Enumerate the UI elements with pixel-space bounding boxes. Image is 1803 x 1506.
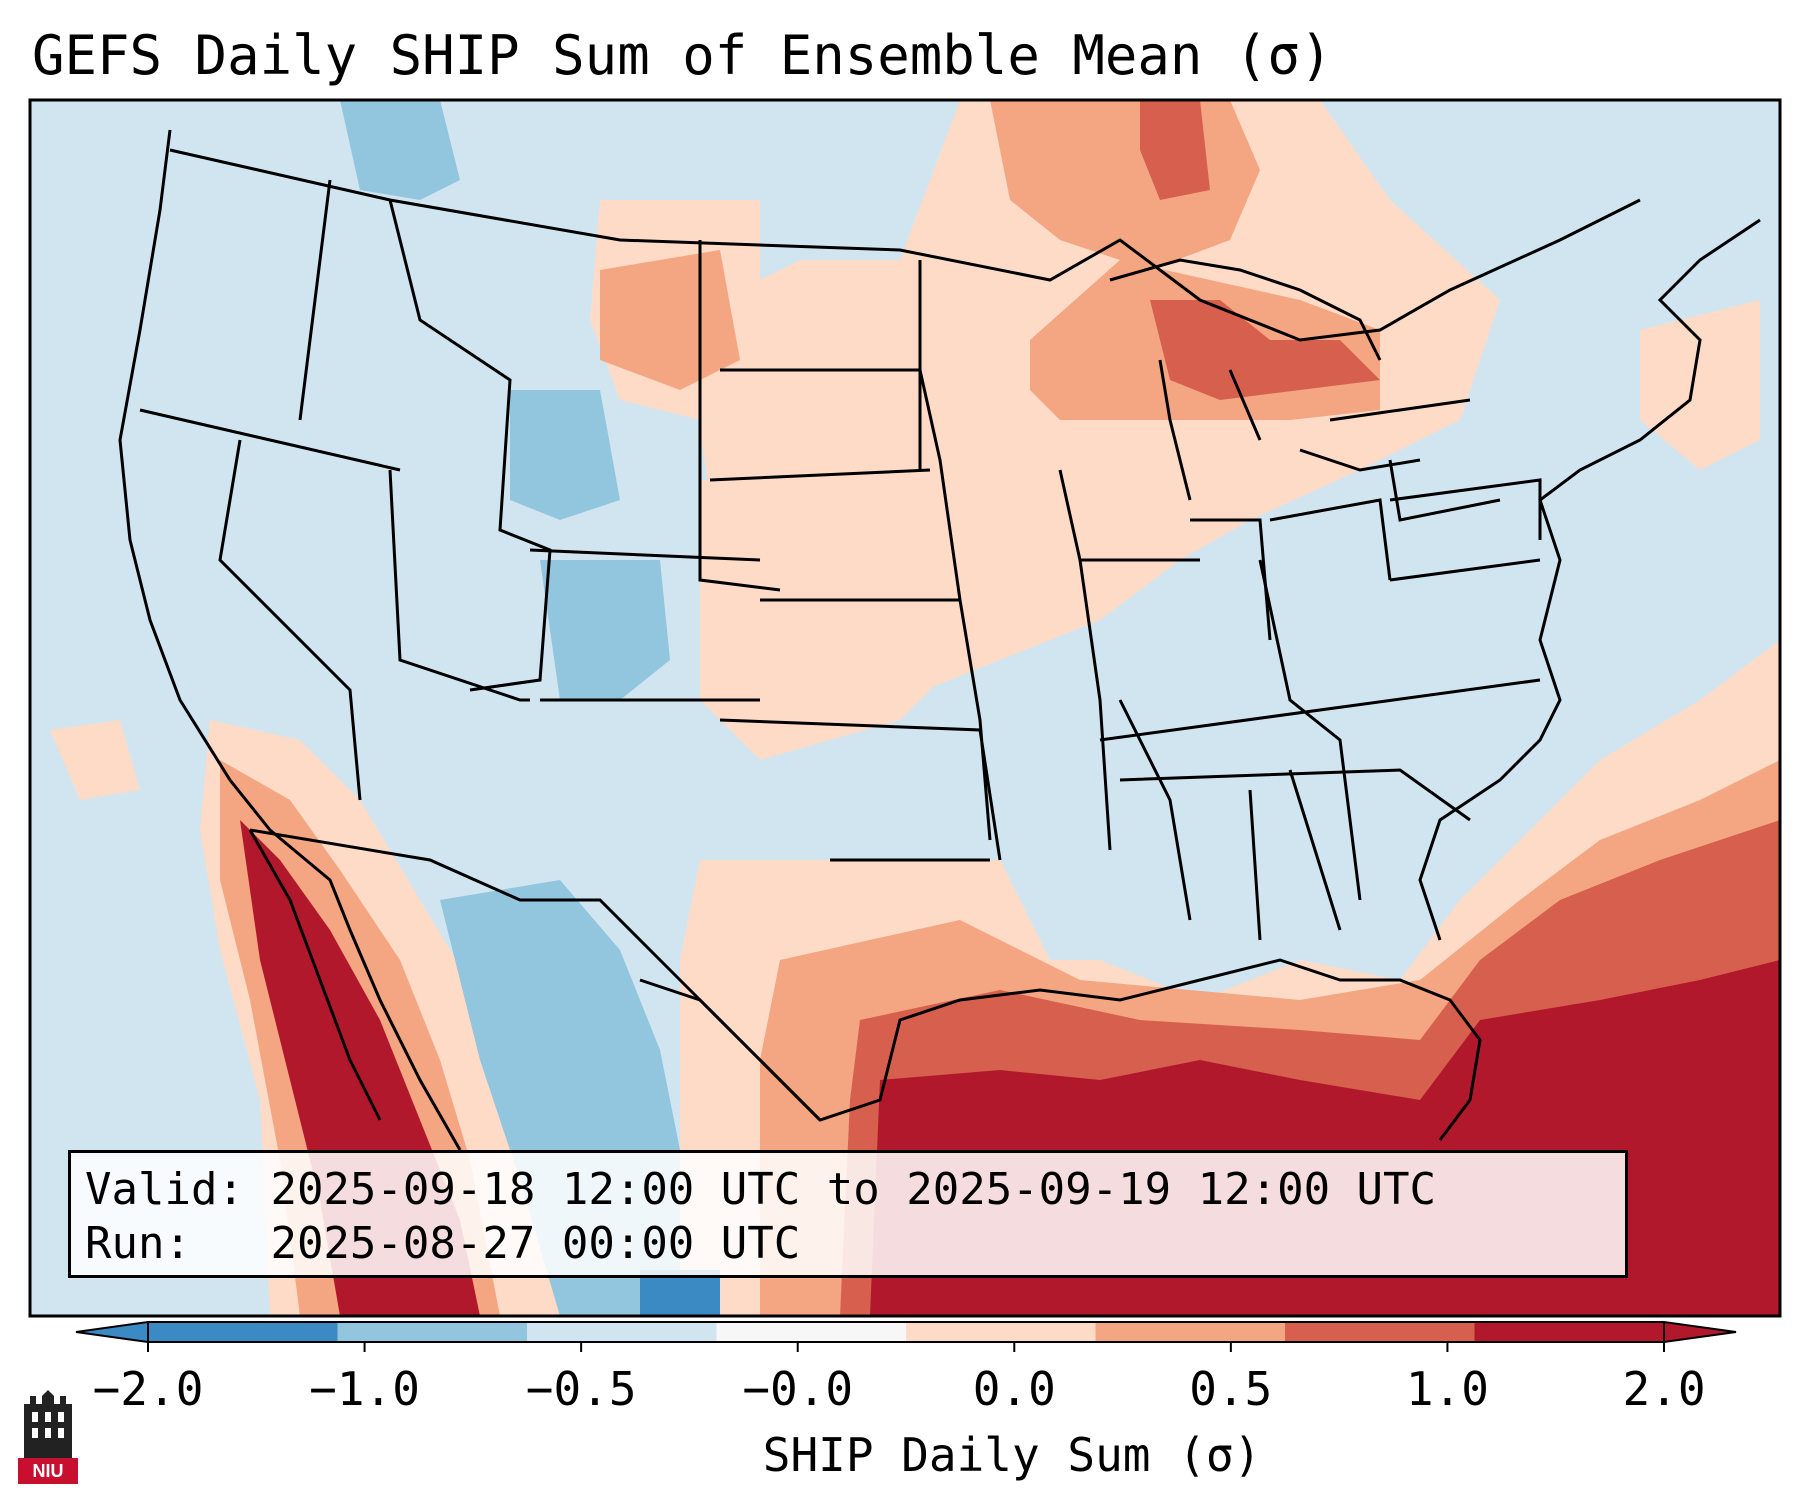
colorbar-tick-label: 0.0 <box>972 1362 1056 1416</box>
coastline-east <box>1418 218 1761 941</box>
anomaly-region-montana-orange <box>600 250 740 390</box>
state-borders-central <box>709 260 1362 921</box>
run-label: Run: <box>85 1218 191 1269</box>
colorbar <box>75 1320 1737 1352</box>
anomaly-region-idaho-cool <box>340 100 460 200</box>
anomaly-region-canada-red <box>1140 100 1210 200</box>
anomaly-region-wyoming-cool <box>510 390 620 520</box>
map-frame <box>28 98 1782 1318</box>
border-canada <box>169 148 1641 342</box>
niu-logo: NIU <box>18 1390 78 1484</box>
anomaly-region-northeast-warm <box>1640 300 1760 470</box>
coastline-baja <box>248 829 382 1121</box>
colorbar-segment <box>906 1322 1096 1342</box>
colorbar-tick-label: −2.0 <box>92 1362 204 1416</box>
colorbar-tick-label: −0.0 <box>742 1362 854 1416</box>
colorbar-segment <box>716 1322 906 1342</box>
great-lakes <box>1109 258 1471 501</box>
colorbar-tick-label: 0.5 <box>1189 1362 1273 1416</box>
boundaries <box>118 129 1761 1151</box>
anomaly-region-pacific-warm <box>50 720 140 800</box>
colorbar-tick-label: 1.0 <box>1405 1362 1489 1416</box>
colorbar-tick-label: −1.0 <box>309 1362 420 1416</box>
run-value: 2025-08-27 00:00 UTC <box>270 1218 801 1269</box>
state-borders-west <box>139 179 781 801</box>
anomaly-region-great-lakes-red <box>1150 300 1380 400</box>
colorbar-segment <box>1285 1322 1475 1342</box>
anomaly-field <box>30 100 1780 1316</box>
colorbar-segment <box>527 1322 717 1342</box>
state-borders-east <box>1099 459 1542 941</box>
chart-title: GEFS Daily SHIP Sum of Ensemble Mean (σ) <box>32 24 1333 87</box>
colorbar-tick-label: −0.5 <box>525 1362 637 1416</box>
colorbar-frame <box>147 1321 1665 1343</box>
coastline-west <box>118 129 462 1151</box>
border-mexico <box>249 828 822 1122</box>
colorbar-segment <box>1095 1322 1285 1342</box>
colorbar-segment <box>148 1322 338 1342</box>
valid-run-box: Valid: 2025-09-18 12:00 UTC to 2025-09-1… <box>68 1150 1628 1278</box>
anomaly-region-darkblue <box>640 1270 720 1316</box>
castle-icon <box>24 1390 72 1460</box>
colorbar-segment <box>337 1322 527 1342</box>
valid-label: Valid: <box>85 1164 244 1215</box>
anomaly-region-colorado-cool <box>540 560 670 700</box>
colorbar-tick-label: 2.0 <box>1622 1362 1706 1416</box>
colorbar-segment <box>1474 1322 1664 1342</box>
anomaly-region-plains-warm <box>700 480 980 760</box>
colorbar-label: SHIP Daily Sum (σ) <box>762 1428 1262 1482</box>
valid-value: 2025-09-18 12:00 UTC to 2025-09-19 12:00… <box>270 1164 1437 1215</box>
colorbar-extend-low <box>75 1320 149 1344</box>
colorbar-extend-high <box>1663 1320 1737 1344</box>
logo-text: NIU <box>18 1458 78 1484</box>
